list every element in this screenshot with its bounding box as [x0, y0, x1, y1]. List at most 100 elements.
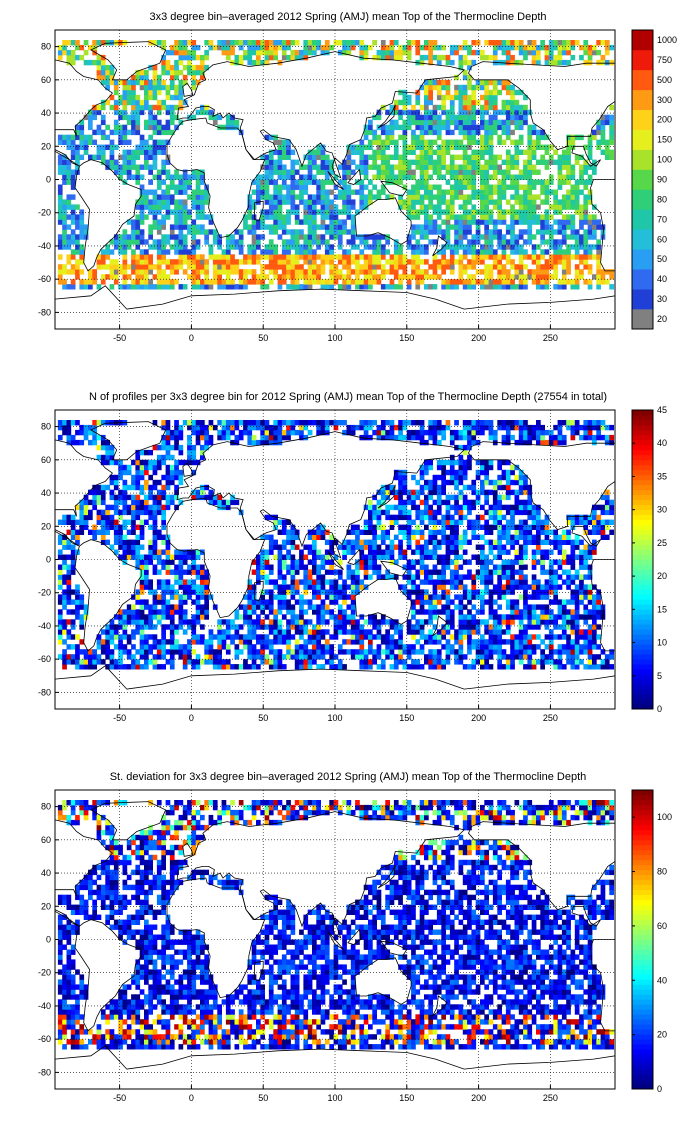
- data-cell: [480, 599, 485, 605]
- data-cell: [156, 204, 162, 210]
- data-cell: [251, 40, 257, 46]
- data-cell: [113, 164, 119, 170]
- data-cell: [324, 204, 330, 210]
- data-cell: [286, 44, 291, 51]
- data-cell: [505, 44, 511, 51]
- data-cell: [471, 129, 477, 136]
- data-cell: [320, 234, 326, 240]
- data-cell: [144, 264, 149, 270]
- data-cell: [566, 234, 571, 240]
- data-cell: [355, 579, 360, 585]
- data-cell: [471, 119, 477, 126]
- data-cell: [66, 204, 72, 210]
- data-cell: [290, 149, 296, 155]
- data-cell: [66, 254, 72, 260]
- data-cell: [518, 614, 524, 620]
- data-cell: [445, 279, 451, 285]
- data-cell: [333, 584, 339, 590]
- data-cell: [480, 149, 485, 155]
- data-cell: [372, 249, 377, 255]
- data-cell: [548, 584, 554, 590]
- data-cell: [260, 59, 265, 66]
- data-cell: [247, 259, 253, 265]
- data-cell: [398, 254, 403, 260]
- data-cell: [561, 194, 567, 200]
- data-cell: [122, 159, 128, 165]
- data-cell: [583, 184, 589, 190]
- data-cell: [238, 54, 244, 61]
- data-cell: [303, 204, 309, 210]
- data-cell: [182, 44, 188, 51]
- colorbar-swatch: [632, 49, 653, 71]
- data-cell: [277, 149, 283, 155]
- data-cell: [484, 264, 489, 270]
- data-cell: [62, 179, 67, 185]
- data-cell: [523, 229, 528, 235]
- data-cell: [221, 664, 227, 670]
- data-cell: [600, 119, 606, 126]
- data-cell: [234, 244, 240, 250]
- data-cell: [92, 279, 97, 285]
- data-cell: [208, 634, 214, 640]
- data-cell: [497, 654, 502, 660]
- data-cell: [518, 209, 524, 215]
- data-cell: [174, 64, 179, 71]
- data-cell: [501, 574, 507, 580]
- data-cell: [333, 629, 339, 635]
- data-cell: [441, 149, 446, 155]
- data-cell: [109, 104, 115, 111]
- data-cell: [462, 654, 468, 660]
- data-cell: [281, 144, 287, 150]
- data-cell: [169, 659, 175, 665]
- data-cell: [268, 229, 274, 235]
- data-cell: [411, 249, 416, 255]
- panel-title: N of profiles per 3x3 degree bin for 201…: [88, 391, 608, 403]
- data-cell: [415, 40, 421, 46]
- data-cell: [531, 139, 537, 145]
- data-cell: [191, 169, 197, 175]
- data-cell: [268, 49, 274, 56]
- data-cell: [458, 114, 464, 121]
- data-cell: [200, 199, 205, 205]
- data-cell: [471, 629, 477, 635]
- data-cell: [312, 604, 317, 610]
- data-cell: [161, 214, 166, 220]
- data-cell: [604, 154, 610, 160]
- data-cell: [428, 174, 433, 180]
- data-cell: [174, 104, 179, 111]
- data-cell: [393, 664, 399, 670]
- data-cell: [548, 179, 554, 185]
- data-cell: [131, 219, 136, 225]
- data-cell: [174, 49, 179, 56]
- data-cell: [415, 229, 421, 235]
- data-cell: [105, 74, 110, 81]
- data-cell: [566, 644, 571, 650]
- data-cell: [243, 659, 248, 665]
- data-cell: [454, 89, 459, 96]
- data-cell: [165, 119, 171, 126]
- data-cell: [221, 284, 227, 290]
- data-cell: [165, 259, 171, 265]
- data-cell: [583, 634, 589, 640]
- data-cell: [324, 194, 330, 200]
- data-cell: [135, 594, 141, 600]
- data-cell: [587, 49, 593, 56]
- data-cell: [169, 614, 175, 620]
- data-cell: [187, 229, 192, 235]
- data-cell: [195, 214, 201, 220]
- data-cell: [471, 189, 477, 195]
- data-cell: [148, 649, 153, 655]
- data-cell: [290, 274, 296, 280]
- data-cell: [217, 114, 222, 121]
- data-cell: [415, 189, 421, 195]
- data-cell: [449, 584, 455, 590]
- data-cell: [260, 44, 265, 51]
- data-cell: [514, 604, 520, 610]
- data-cell: [368, 659, 373, 665]
- data-cell: [596, 219, 601, 225]
- data-cell: [144, 644, 149, 650]
- data-cell: [574, 584, 580, 590]
- data-cell: [92, 269, 97, 275]
- data-cell: [548, 214, 554, 220]
- data-cell: [178, 624, 184, 630]
